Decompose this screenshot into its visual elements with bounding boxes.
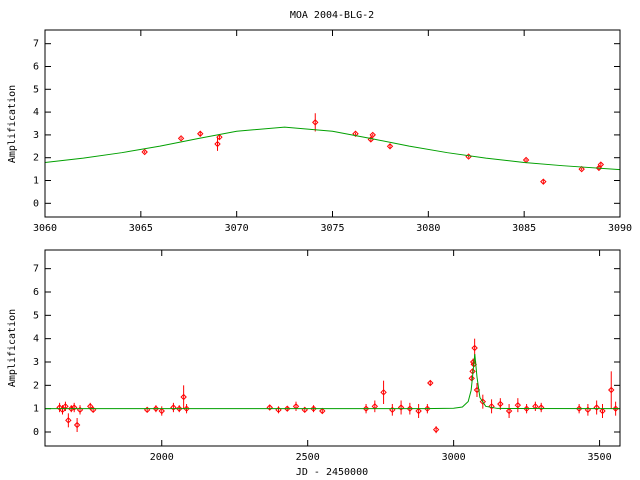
y-tick-label: 2 (33, 153, 39, 164)
data-point (432, 426, 440, 433)
data-point (177, 135, 185, 142)
data-point (488, 403, 495, 410)
y-tick-label: 5 (33, 310, 39, 321)
data-point (593, 404, 600, 411)
data-point (469, 368, 476, 375)
data-point (369, 131, 376, 139)
x-tick-label: 3075 (320, 223, 344, 234)
data-point (471, 344, 478, 352)
y-tick-label: 7 (33, 264, 39, 275)
x-tick-label: 2500 (296, 452, 320, 463)
x-tick-label: 3090 (608, 223, 632, 234)
data-point (87, 403, 94, 410)
y-tick-label: 0 (33, 198, 39, 209)
y-tick-label: 4 (33, 334, 39, 345)
data-point (473, 386, 481, 394)
data-point (597, 161, 605, 168)
data-point (468, 375, 475, 382)
data-point (216, 133, 223, 141)
x-axis-label: JD - 2450000 (296, 467, 368, 478)
data-point (141, 148, 148, 156)
data-point (62, 403, 69, 410)
y-tick-label: 6 (33, 287, 39, 298)
data-point (578, 165, 585, 173)
data-point (214, 140, 221, 148)
data-point (514, 401, 522, 409)
data-point (608, 386, 615, 394)
y-axis-label: Amplification (7, 85, 18, 163)
data-point (599, 407, 606, 415)
data-point (389, 406, 396, 414)
plot-area (45, 338, 620, 434)
data-point (522, 156, 530, 164)
data-point (415, 407, 422, 415)
x-tick-label: 3060 (33, 223, 57, 234)
data-point (540, 178, 547, 185)
plot-frame (44, 249, 621, 447)
y-tick-label: 1 (33, 404, 39, 415)
data-point (73, 421, 81, 429)
data-point (197, 130, 204, 137)
data-point (497, 400, 504, 408)
x-tick-label: 3500 (588, 452, 612, 463)
model-curve (45, 126, 620, 171)
y-tick-label: 2 (33, 380, 39, 391)
data-point (319, 407, 326, 415)
data-point (143, 406, 151, 414)
chart-title: MOA 2004-BLG-2 (290, 10, 374, 21)
data-point (371, 403, 379, 410)
data-point (180, 393, 187, 401)
y-tick-label: 5 (33, 84, 39, 95)
y-tick-label: 3 (33, 357, 39, 368)
data-point (76, 406, 84, 414)
data-point (386, 143, 394, 150)
data-point (505, 407, 513, 415)
plot-frame (44, 29, 621, 218)
data-point (292, 403, 300, 410)
y-tick-label: 3 (33, 130, 39, 141)
data-point (301, 406, 308, 414)
data-point (380, 389, 387, 396)
y-tick-label: 0 (33, 427, 39, 438)
plot-area (45, 113, 620, 185)
data-point (158, 407, 165, 415)
data-point (427, 379, 434, 387)
data-point (465, 153, 472, 160)
model-curve (45, 354, 620, 410)
x-tick-label: 3070 (225, 223, 249, 234)
y-tick-label: 4 (33, 107, 39, 118)
x-tick-label: 3000 (442, 452, 466, 463)
data-point (275, 406, 282, 414)
x-tick-label: 2000 (150, 452, 174, 463)
x-tick-label: 3080 (416, 223, 440, 234)
y-axis-label: Amplification (7, 309, 18, 387)
data-point (312, 119, 319, 126)
y-tick-label: 7 (33, 39, 39, 50)
data-point (532, 403, 539, 410)
y-tick-label: 6 (33, 61, 39, 72)
y-tick-label: 1 (33, 176, 39, 187)
x-tick-label: 3085 (512, 223, 536, 234)
data-point (65, 417, 72, 424)
x-tick-label: 3065 (129, 223, 153, 234)
data-point (537, 404, 545, 411)
data-point (89, 406, 97, 414)
